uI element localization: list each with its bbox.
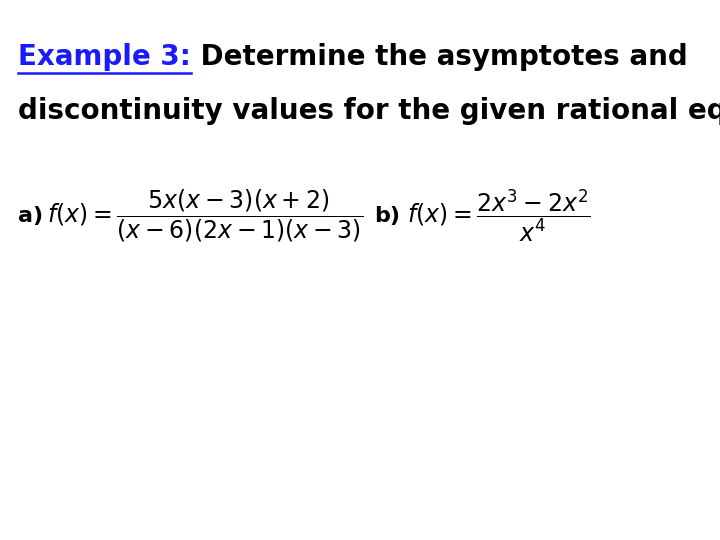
Text: $f(x)=\dfrac{2x^{3}-2x^{2}}{x^{4}}$: $f(x)=\dfrac{2x^{3}-2x^{2}}{x^{4}}$	[407, 187, 590, 245]
Text: Example 3:: Example 3:	[18, 43, 191, 71]
Text: a): a)	[18, 206, 43, 226]
Text: Determine the asymptotes and: Determine the asymptotes and	[191, 43, 688, 71]
Text: discontinuity values for the given rational equation: discontinuity values for the given ratio…	[18, 97, 720, 125]
Text: $f(x)=\dfrac{5x(x-3)(x+2)}{(x-6)(2x-1)(x-3)}$: $f(x)=\dfrac{5x(x-3)(x+2)}{(x-6)(2x-1)(x…	[47, 188, 363, 244]
Text: b): b)	[374, 206, 400, 226]
